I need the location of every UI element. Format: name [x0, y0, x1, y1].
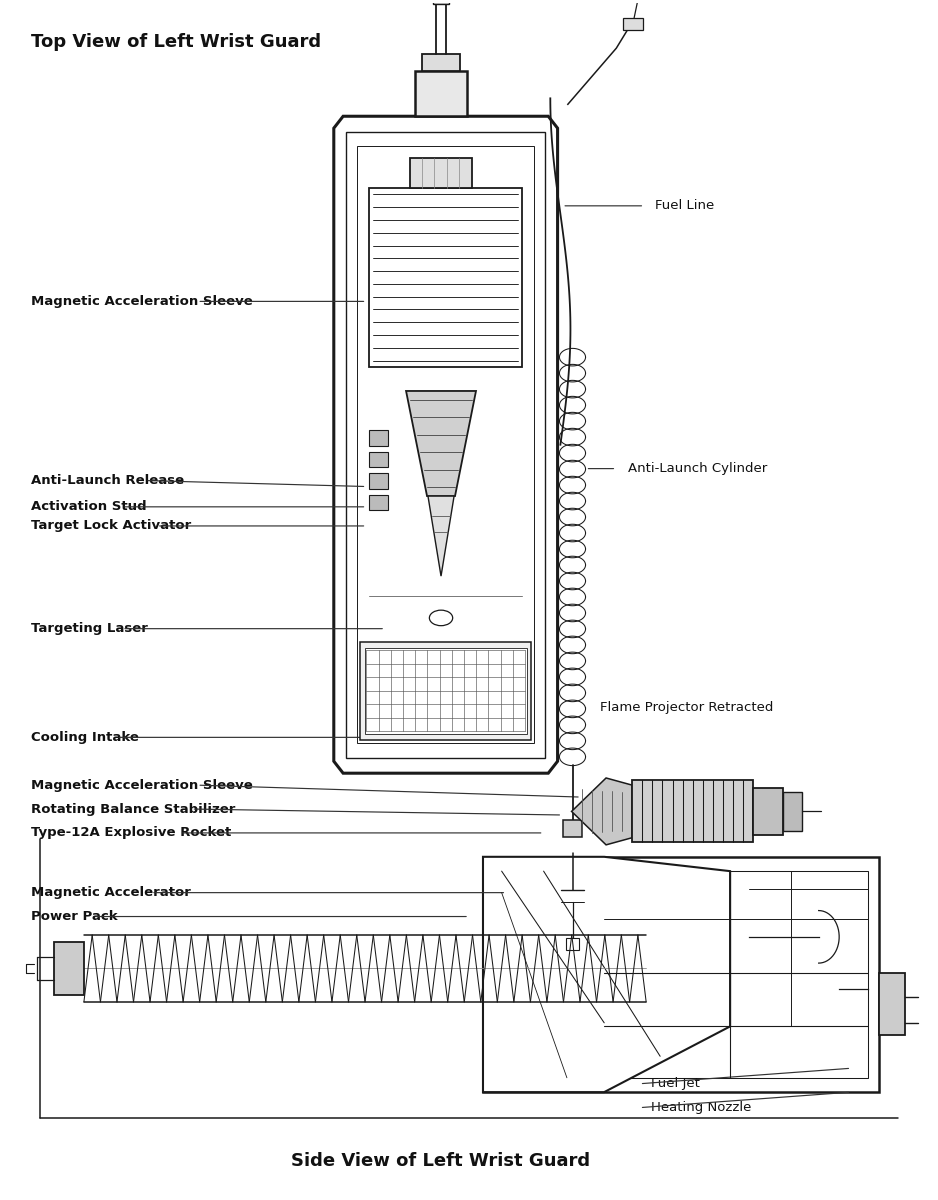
Bar: [753, 787, 783, 835]
Text: Type-12A Explosive Rocket: Type-12A Explosive Rocket: [31, 827, 231, 840]
Text: Target Lock Activator: Target Lock Activator: [31, 520, 191, 533]
Text: Magnetic Accelerator: Magnetic Accelerator: [31, 886, 190, 899]
Bar: [370, 473, 388, 488]
Bar: [494, 871, 868, 1078]
Bar: [415, 71, 467, 116]
Bar: [370, 452, 388, 468]
Text: Activation Stud: Activation Stud: [31, 500, 146, 514]
Bar: [432, 0, 449, 4]
Text: Targeting Laser: Targeting Laser: [31, 622, 147, 635]
Text: Anti-Launch Cylinder: Anti-Launch Cylinder: [628, 462, 766, 475]
Polygon shape: [428, 496, 454, 576]
Bar: [54, 942, 83, 995]
Text: Fuel Jet: Fuel Jet: [651, 1078, 700, 1091]
Bar: [346, 132, 546, 757]
Bar: [370, 188, 522, 367]
Polygon shape: [483, 857, 730, 1092]
Bar: [422, 54, 460, 71]
Text: Rotating Balance Stabilizer: Rotating Balance Stabilizer: [31, 803, 235, 816]
Bar: [365, 648, 527, 733]
Text: Magnetic Acceleration Sleeve: Magnetic Acceleration Sleeve: [31, 779, 252, 792]
Text: Anti-Launch Release: Anti-Launch Release: [31, 474, 184, 487]
Bar: [370, 494, 388, 510]
Bar: [783, 792, 802, 830]
Text: Top View of Left Wrist Guard: Top View of Left Wrist Guard: [31, 34, 321, 52]
Text: Side View of Left Wrist Guard: Side View of Left Wrist Guard: [292, 1152, 591, 1170]
Bar: [370, 431, 388, 446]
Text: Power Pack: Power Pack: [31, 910, 117, 923]
Text: Flame Projector Retracted: Flame Projector Retracted: [599, 701, 773, 714]
Bar: [483, 857, 879, 1092]
Ellipse shape: [430, 610, 453, 625]
Polygon shape: [406, 391, 476, 496]
Bar: [563, 820, 582, 836]
Text: Heating Nozzle: Heating Nozzle: [651, 1102, 751, 1114]
Text: Cooling Intake: Cooling Intake: [31, 731, 139, 744]
Bar: [357, 146, 535, 743]
Polygon shape: [334, 116, 557, 773]
Text: Magnetic Acceleration Sleeve: Magnetic Acceleration Sleeve: [31, 295, 252, 308]
Polygon shape: [571, 778, 632, 845]
Bar: [632, 780, 753, 842]
Bar: [879, 973, 905, 1034]
Text: Fuel Line: Fuel Line: [656, 199, 715, 212]
Bar: [360, 642, 532, 739]
Bar: [410, 158, 472, 188]
Bar: [566, 938, 579, 950]
Bar: [623, 18, 643, 30]
